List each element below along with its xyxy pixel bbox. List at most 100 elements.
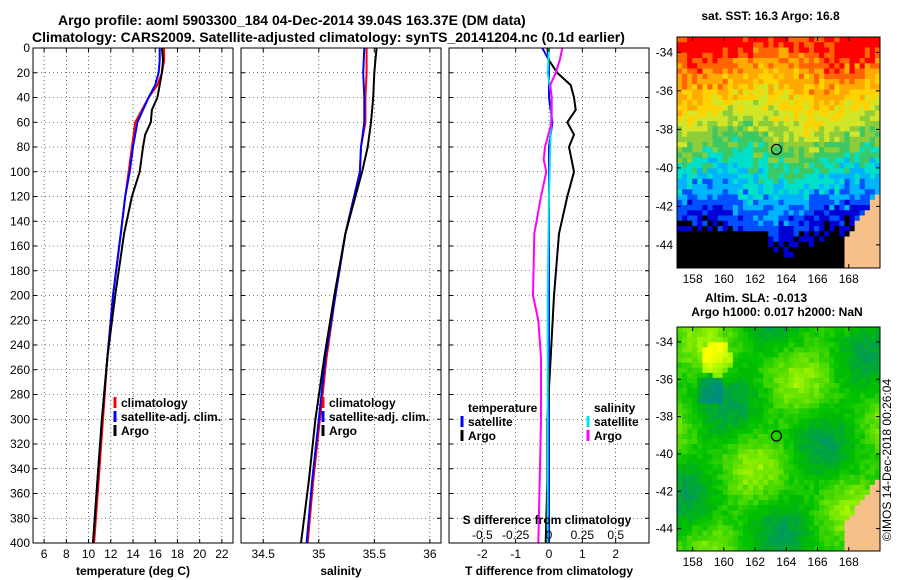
series-line-t-argo [544,47,577,544]
legend-label: Argo [329,424,357,438]
y-tick-label: 0 [23,41,30,55]
x-tick-label: -1 [510,547,521,561]
secondary-tick-label: 0 [546,528,553,542]
y-tick-label: 320 [10,437,30,451]
y-tick-label: 60 [17,115,31,129]
map-x-tick-label: 166 [808,272,828,286]
series-line-satellite-adj-clim- [305,47,366,544]
y-tick-label: 360 [10,487,30,501]
x-tick-label: 35 [312,547,326,561]
title-line-1: Argo profile: aoml 5903300_184 04-Dec-20… [58,12,526,28]
title-line-2: Climatology: CARS2009. Satellite-adjuste… [32,29,625,45]
x-tick-label: 10 [82,547,96,561]
y-tick-label: 200 [10,289,30,303]
map-x-tick-label: 162 [745,555,765,569]
y-tick-label: 340 [10,462,30,476]
salinity-panel: 34.5 35 35.5 36 salinity climatologysatellite… [240,47,442,578]
secondary-tick-label: -0.25 [502,528,530,542]
legend-title-temperature: temperature [468,401,538,415]
legend-title-salinity: salinity [594,401,636,415]
map-x-tick-label: 158 [683,555,703,569]
sst-map-panel: 158 160 162 164 166 168 -34 -36 -38 -40 -42 -44 sat.… [656,9,881,286]
series-line-argo [92,47,165,544]
x-tick-label: 22 [215,547,229,561]
map-frame [676,36,881,269]
map-y-tick-label: -42 [656,199,674,213]
x-tick-label: 34.5 [252,547,276,561]
legend-label: satellite [594,415,639,429]
y-tick-label: 40 [17,91,31,105]
y-tick-label: 380 [10,511,30,525]
x-tick-label: 8 [63,547,70,561]
x-tick-label: 1 [579,547,586,561]
y-tick-label: 400 [10,536,30,550]
x-tick-label: 36 [423,547,437,561]
map-y-tick-label: -40 [656,161,674,175]
sla-map-title-line-2: Argo h1000: 0.017 h2000: NaN [691,305,862,319]
temperature-panel: 6 8 10 12 14 16 18 20 22020406080100120140160180… [10,41,234,578]
legend-label: Argo [594,429,622,443]
map-x-tick-label: 160 [714,272,734,286]
x-tick-label: -2 [477,547,488,561]
sla-map-title-line-1: Altim. SLA: -0.013 [705,291,807,305]
y-tick-label: 100 [10,165,30,179]
sla-map-panel: 158 160 162 164 166 168 -34 -36 -38 -40 -42 -44 Alti… [656,291,881,569]
series-line-s-satellite [546,47,553,543]
y-tick-label: 220 [10,313,30,327]
legend-label: Argo [468,429,496,443]
y-tick-label: 120 [10,190,30,204]
legend-label: satellite-adj. clim. [329,410,429,424]
legend-label: Argo [121,424,149,438]
y-tick-label: 160 [10,239,30,253]
sst-map-title: sat. SST: 16.3 Argo: 16.8 [701,9,840,23]
x-tick-label: 12 [104,547,118,561]
legend-label: climatology [121,396,188,410]
legend-label: satellite-adj. clim. [121,410,221,424]
x-tick-label: 6 [41,547,48,561]
y-tick-label: 20 [17,66,31,80]
map-x-tick-label: 166 [808,555,828,569]
legend-label: satellite [468,415,513,429]
x-tick-label: 16 [149,547,163,561]
y-tick-label: 240 [10,338,30,352]
map-y-tick-label: -34 [656,335,674,349]
map-x-tick-label: 160 [714,555,734,569]
map-x-tick-label: 168 [839,555,859,569]
map-y-tick-label: -36 [656,84,674,98]
argo-position-marker [770,143,783,156]
x-tick-label: 35.5 [363,547,387,561]
x-tick-label: 20 [193,547,207,561]
argo-position-marker [770,430,783,442]
credit-text: ©IMOS 14-Dec-2018 00:26:04 [880,379,894,542]
map-x-tick-label: 158 [683,272,703,286]
x-tick-label: 2 [612,547,619,561]
map-y-tick-label: -36 [656,372,674,386]
y-tick-label: 140 [10,214,30,228]
secondary-tick-label: 0.5 [607,528,624,542]
map-y-tick-label: -38 [656,122,674,136]
secondary-tick-label: -0.5 [472,528,493,542]
y-tick-label: 180 [10,264,30,278]
y-tick-label: 280 [10,388,30,402]
x-tick-label: 14 [126,547,140,561]
sla-field [677,327,881,552]
map-y-tick-label: -44 [656,522,674,536]
map-y-tick-label: -44 [656,238,674,252]
difference-panel: -2 -1 0 1 2 T difference from climatology temp… [448,47,650,578]
x-tick-label: 0 [546,547,553,561]
map-x-tick-label: 164 [776,555,796,569]
legend-label: climatology [329,396,396,410]
secondary-axis-label: S difference from climatology [463,513,632,527]
x-tick-label: 18 [171,547,185,561]
series-line-argo [300,47,378,544]
y-tick-label: 300 [10,412,30,426]
map-y-tick-label: -34 [656,45,674,59]
map-y-tick-label: -40 [656,447,674,461]
x-axis-label: salinity [320,564,362,578]
map-y-tick-label: -42 [656,484,674,498]
map-x-tick-label: 162 [745,272,765,286]
map-y-tick-label: -38 [656,410,674,424]
map-x-tick-label: 164 [776,272,796,286]
map-x-tick-label: 168 [839,272,859,286]
